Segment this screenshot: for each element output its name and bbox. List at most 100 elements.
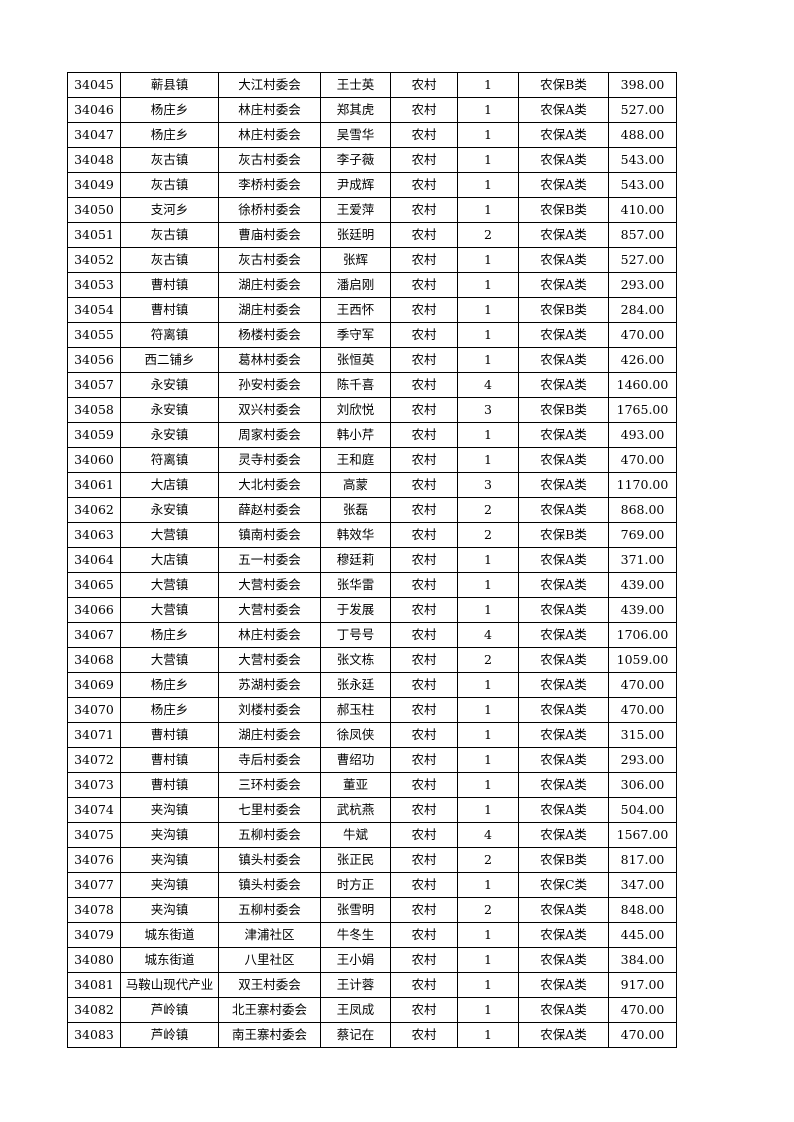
household-count: 4 [457, 372, 519, 398]
area-type: 农村 [390, 497, 458, 523]
person-name: 王凤成 [320, 997, 391, 1023]
record-id: 34069 [67, 672, 121, 698]
record-id: 34052 [67, 247, 121, 273]
person-name: 王西怀 [320, 297, 391, 323]
insurance-type: 农保A类 [518, 1022, 609, 1048]
area-type: 农村 [390, 672, 458, 698]
table-row: 34057 永安镇 孙安村委会 陈千喜 农村 4 农保A类 1460.00 [67, 372, 677, 398]
data-table: 34045 蕲县镇 大江村委会 王士英 农村 1 农保B类 398.00 34046 杨庄乡 林庄村… [67, 72, 677, 1048]
town: 灰古镇 [120, 222, 219, 248]
person-name: 郑其虎 [320, 97, 391, 123]
village: 杨楼村委会 [218, 322, 321, 348]
record-id: 34064 [67, 547, 121, 573]
household-count: 1 [457, 172, 519, 198]
amount: 384.00 [608, 947, 677, 973]
insurance-type: 农保A类 [518, 672, 609, 698]
amount: 488.00 [608, 122, 677, 148]
table-row: 34072 曹村镇 寺后村委会 曹绍功 农村 1 农保A类 293.00 [67, 747, 677, 773]
town: 杨庄乡 [120, 622, 219, 648]
village: 双王村委会 [218, 972, 321, 998]
record-id: 34046 [67, 97, 121, 123]
insurance-type: 农保A类 [518, 247, 609, 273]
table-row: 34075 夹沟镇 五柳村委会 牛斌 农村 4 农保A类 1567.00 [67, 822, 677, 848]
village: 五柳村委会 [218, 897, 321, 923]
record-id: 34059 [67, 422, 121, 448]
insurance-type: 农保A类 [518, 772, 609, 798]
person-name: 蔡记在 [320, 1022, 391, 1048]
record-id: 34079 [67, 922, 121, 948]
area-type: 农村 [390, 547, 458, 573]
record-id: 34081 [67, 972, 121, 998]
town: 城东街道 [120, 947, 219, 973]
village: 大营村委会 [218, 647, 321, 673]
insurance-type: 农保A类 [518, 572, 609, 598]
amount: 470.00 [608, 997, 677, 1023]
area-type: 农村 [390, 397, 458, 423]
record-id: 34082 [67, 997, 121, 1023]
village: 刘楼村委会 [218, 697, 321, 723]
record-id: 34080 [67, 947, 121, 973]
town: 蕲县镇 [120, 72, 219, 98]
town: 芦岭镇 [120, 997, 219, 1023]
amount: 493.00 [608, 422, 677, 448]
amount: 917.00 [608, 972, 677, 998]
record-id: 34058 [67, 397, 121, 423]
person-name: 王小娟 [320, 947, 391, 973]
area-type: 农村 [390, 1022, 458, 1048]
household-count: 1 [457, 972, 519, 998]
town: 马鞍山现代产业 [120, 972, 219, 998]
household-count: 2 [457, 497, 519, 523]
record-id: 34061 [67, 472, 121, 498]
town: 西二铺乡 [120, 347, 219, 373]
person-name: 武杭燕 [320, 797, 391, 823]
insurance-type: 农保A类 [518, 547, 609, 573]
amount: 857.00 [608, 222, 677, 248]
household-count: 1 [457, 447, 519, 473]
household-count: 1 [457, 122, 519, 148]
village: 大营村委会 [218, 572, 321, 598]
record-id: 34053 [67, 272, 121, 298]
area-type: 农村 [390, 797, 458, 823]
insurance-type: 农保A类 [518, 647, 609, 673]
town: 夹沟镇 [120, 797, 219, 823]
insurance-type: 农保A类 [518, 722, 609, 748]
area-type: 农村 [390, 472, 458, 498]
town: 支河乡 [120, 197, 219, 223]
insurance-type: 农保C类 [518, 872, 609, 898]
person-name: 张华雷 [320, 572, 391, 598]
area-type: 农村 [390, 922, 458, 948]
record-id: 34063 [67, 522, 121, 548]
household-count: 1 [457, 872, 519, 898]
town: 曹村镇 [120, 722, 219, 748]
insurance-type: 农保A类 [518, 622, 609, 648]
table-row: 34064 大店镇 五一村委会 穆廷莉 农村 1 农保A类 371.00 [67, 547, 677, 573]
insurance-type: 农保A类 [518, 122, 609, 148]
village: 八里社区 [218, 947, 321, 973]
area-type: 农村 [390, 422, 458, 448]
amount: 315.00 [608, 722, 677, 748]
person-name: 张廷明 [320, 222, 391, 248]
insurance-type: 农保A类 [518, 222, 609, 248]
person-name: 高蒙 [320, 472, 391, 498]
person-name: 张辉 [320, 247, 391, 273]
household-count: 1 [457, 272, 519, 298]
insurance-type: 农保A类 [518, 822, 609, 848]
amount: 284.00 [608, 297, 677, 323]
household-count: 3 [457, 397, 519, 423]
area-type: 农村 [390, 647, 458, 673]
person-name: 王计蓉 [320, 972, 391, 998]
town: 永安镇 [120, 422, 219, 448]
town: 永安镇 [120, 497, 219, 523]
table-row: 34045 蕲县镇 大江村委会 王士英 农村 1 农保B类 398.00 [67, 72, 677, 98]
table-row: 34050 支河乡 徐桥村委会 王爱萍 农村 1 农保B类 410.00 [67, 197, 677, 223]
town: 夹沟镇 [120, 847, 219, 873]
insurance-type: 农保A类 [518, 372, 609, 398]
record-id: 34071 [67, 722, 121, 748]
table-row: 34059 永安镇 周家村委会 韩小芹 农村 1 农保A类 493.00 [67, 422, 677, 448]
town: 城东街道 [120, 922, 219, 948]
area-type: 农村 [390, 197, 458, 223]
household-count: 1 [457, 922, 519, 948]
record-id: 34067 [67, 622, 121, 648]
table-row: 34058 永安镇 双兴村委会 刘欣悦 农村 3 农保B类 1765.00 [67, 397, 677, 423]
household-count: 1 [457, 697, 519, 723]
